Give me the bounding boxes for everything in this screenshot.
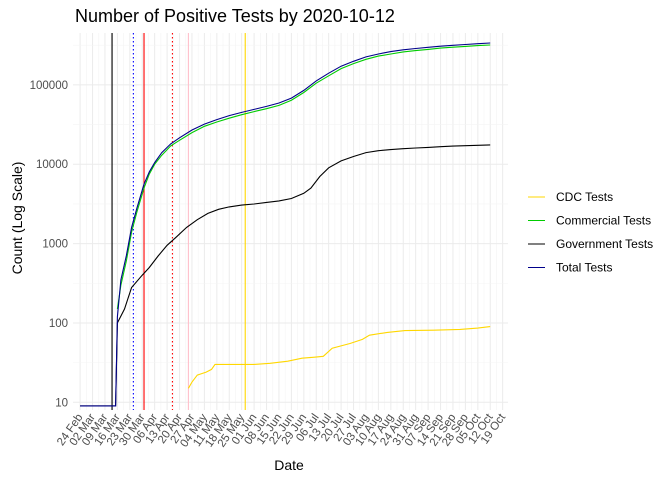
legend-label: Total Tests: [556, 261, 612, 275]
chart-title: Number of Positive Tests by 2020-10-12: [75, 6, 395, 26]
series-lines: [80, 42, 491, 407]
reference-lines: [111, 33, 246, 410]
legend-label: Commercial Tests: [556, 214, 651, 228]
y-axis-ticks: 10 100 1000 10000 100000: [30, 80, 68, 409]
y-tick-label: 100: [49, 318, 68, 330]
y-tick-label: 10000: [36, 159, 68, 171]
legend: CDC Tests Commercial Tests Government Test…: [528, 190, 653, 275]
y-tick-label: 10: [55, 397, 68, 409]
series-line: [80, 42, 491, 407]
y-axis-title: Count (Log Scale): [9, 162, 25, 275]
legend-label: CDC Tests: [556, 190, 613, 204]
y-tick-label: 100000: [30, 80, 68, 92]
x-axis-title: Date: [274, 457, 304, 473]
grid: [73, 33, 508, 410]
legend-label: Government Tests: [556, 237, 653, 251]
series-line: [80, 144, 491, 407]
y-tick-label: 1000: [42, 239, 68, 251]
series-line: [187, 326, 491, 389]
series-line: [116, 44, 491, 310]
